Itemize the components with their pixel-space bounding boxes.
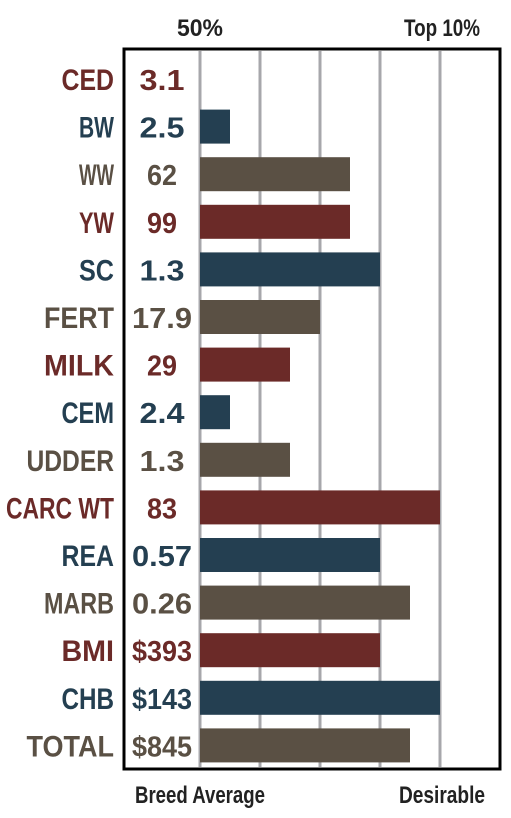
value-label: 0.57 [132,541,192,573]
bar [200,585,410,620]
trait-label: FERT [44,302,114,335]
bar [200,157,350,192]
top-label-top10: Top 10% [404,15,480,42]
bar [200,300,320,334]
value-label: 0.26 [132,589,192,621]
value-label: 29 [147,351,177,383]
trait-label: MILK [44,350,114,383]
trait-label: WW [79,159,114,192]
bars [200,109,440,763]
value-label: 62 [147,160,177,192]
value-label: 83 [147,493,177,525]
value-label: 1.3 [140,255,185,287]
bar [200,490,440,525]
bar [200,728,410,763]
bottom-label-breed-average: Breed Average [135,782,265,809]
row-labels: CED 3.1 BW 2.5 WW 62 YW 99 SC 1.3 FERT 17.9 MILK 29 CE… [6,64,192,763]
bar [200,204,350,239]
value-label: 2.5 [140,113,185,145]
value-label: 99 [147,208,177,240]
bottom-label-desirable: Desirable [399,782,485,809]
value-label: $845 [132,731,192,763]
bar [200,395,230,430]
bar [200,538,380,572]
bar [200,109,230,144]
trait-label: MARB [44,588,114,621]
value-label: $393 [132,636,192,668]
value-label: 2.4 [140,398,185,430]
trait-label: CEM [62,397,115,430]
trait-label: UDDER [27,445,115,478]
value-label: 1.3 [140,446,185,478]
value-label: $143 [132,684,192,716]
trait-label: CHB [62,683,115,716]
trait-label: BMI [62,635,115,668]
bar [200,347,290,382]
bar [200,442,290,477]
trait-label: TOTAL [27,730,115,763]
top-label-50: 50% [177,15,223,42]
trait-label: YW [79,207,114,240]
trait-label: BW [79,112,114,145]
trait-label: CED [62,64,115,97]
bar [200,633,380,668]
value-label: 3.1 [140,65,185,97]
bar [200,252,380,287]
value-label: 17.9 [132,303,192,335]
bar [200,680,440,715]
trait-label: CARC WT [6,492,114,525]
trait-label: SC [79,254,114,287]
chart-frame [122,47,502,771]
trait-label: REA [62,540,115,573]
